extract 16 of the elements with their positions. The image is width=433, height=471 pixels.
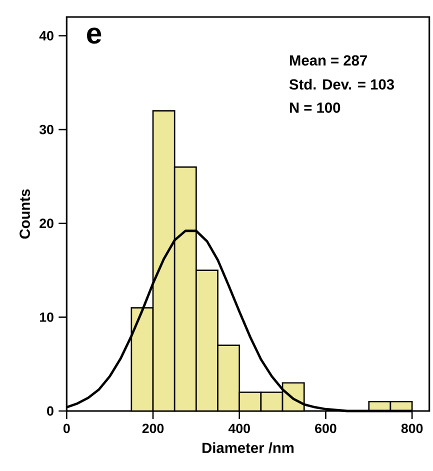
annotation: N = 100 bbox=[290, 102, 340, 113]
x-tick-label: 400 bbox=[228, 424, 250, 434]
y-tick-label: 0 bbox=[47, 406, 54, 416]
y-tick-label: 20 bbox=[40, 218, 54, 228]
x-tick-label: 800 bbox=[401, 424, 423, 434]
x-tick-label: 200 bbox=[142, 424, 164, 434]
y-axis-title: Counts bbox=[20, 189, 30, 239]
annotation: Mean = 287 bbox=[290, 55, 367, 66]
annotation: e bbox=[87, 28, 102, 44]
x-tick-label: 600 bbox=[315, 424, 336, 434]
y-tick-label: 10 bbox=[40, 312, 54, 322]
x-axis-title: Diameter /nm bbox=[202, 442, 294, 454]
y-tick-label: 40 bbox=[39, 31, 54, 40]
annotation: Std. Dev. = 103 bbox=[289, 78, 394, 90]
y-tick-label: 30 bbox=[39, 124, 54, 134]
x-tick-label: 0 bbox=[63, 424, 70, 434]
